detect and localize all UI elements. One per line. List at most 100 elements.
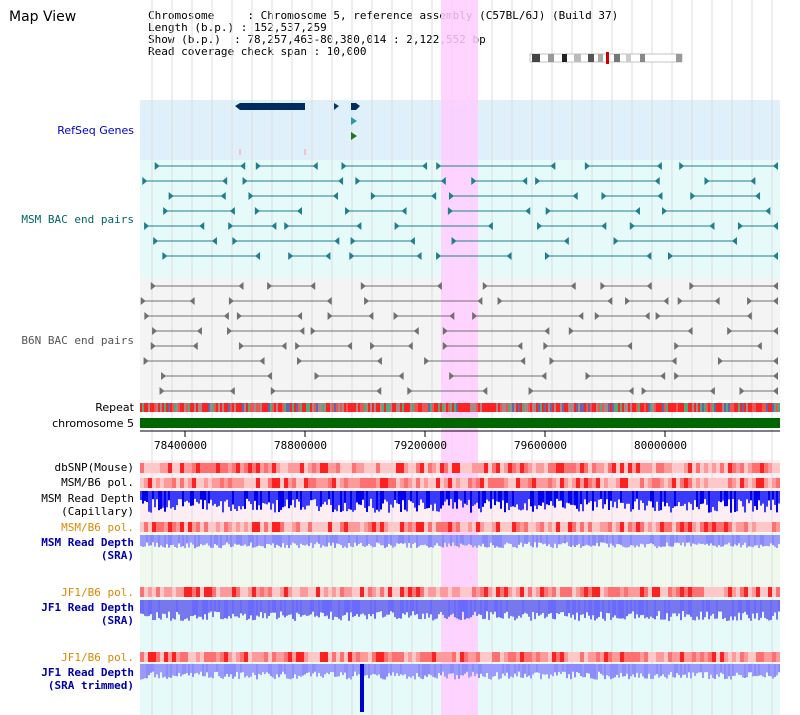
- repeat-segment: [646, 403, 648, 412]
- capillary-depth-bar: [202, 491, 204, 510]
- jf1-trim-depth-bar: [244, 664, 246, 678]
- capillary-depth-bar: [338, 491, 340, 506]
- jf1-trim-depth-bar: [458, 664, 460, 679]
- jf1-trim-depth-bar: [772, 664, 774, 679]
- refseq-genes[interactable]: [235, 103, 360, 155]
- b6n-pair-end: [238, 282, 244, 290]
- msm-b6-pol-sra-heatmap[interactable]: [140, 522, 780, 532]
- repeat-segment: [166, 403, 168, 412]
- capillary-depth-bar: [410, 491, 412, 502]
- track-label-jf1-depth-sra[interactable]: JF1 Read Depth: [41, 601, 134, 614]
- msm-sra-depth-bar: [246, 535, 248, 547]
- repeat-track[interactable]: [140, 403, 780, 412]
- jf1-trim-depth-bar: [436, 664, 438, 679]
- jf1-b6-pol-heatmap[interactable]: [140, 587, 780, 597]
- track-label-jf1-b6-pol[interactable]: JF1/B6 pol.: [61, 586, 134, 599]
- msm-pair-end: [248, 192, 254, 200]
- msm-sra-depth-bar: [170, 535, 172, 546]
- jf1-trim-depth-bar: [508, 664, 510, 679]
- b6n-pair-end: [627, 342, 633, 350]
- jf1-pol-trim-cell: [424, 652, 428, 662]
- jf1-pol-cell: [752, 587, 756, 597]
- track-label-msm-bac[interactable]: MSM BAC end pairs: [21, 213, 134, 226]
- msm-pol-cell: [352, 478, 356, 488]
- jf1-pol-cell: [380, 587, 384, 597]
- msm-sra-depth-bar: [342, 535, 344, 548]
- dbsnp-cell: [204, 463, 208, 473]
- dbsnp-heatmap[interactable]: [140, 463, 780, 473]
- jf1-depth-trim-bars[interactable]: [140, 664, 780, 712]
- capillary-depth-bar: [294, 491, 296, 508]
- msm-pol-cell: [556, 478, 560, 488]
- msm-pol-sra-cell: [308, 522, 312, 532]
- track-label-msm-depth-sra[interactable]: MSM Read Depth: [41, 536, 134, 549]
- repeat-segment: [284, 403, 286, 412]
- msm-pol-cell: [152, 478, 156, 488]
- msm-sra-depth-bar: [226, 535, 228, 543]
- dbsnp-cell: [696, 463, 700, 473]
- jf1-b6-pol-trim-heatmap[interactable]: [140, 652, 780, 662]
- msm-pol-cell: [144, 478, 148, 488]
- jf1-sra-depth-bar: [160, 600, 162, 620]
- track-label-b6n-bac[interactable]: B6N BAC end pairs: [21, 334, 134, 347]
- jf1-depth-sra-bars[interactable]: [140, 600, 780, 621]
- msm-sra-depth-bar: [426, 535, 428, 547]
- dbsnp-cell: [524, 463, 528, 473]
- repeat-segment: [188, 403, 190, 412]
- msm-sra-depth-bar: [566, 535, 568, 543]
- track-label-dbsnp[interactable]: dbSNP(Mouse): [54, 461, 134, 474]
- jf1-trim-depth-bar: [356, 664, 358, 676]
- jf1-sra-depth-bar: [168, 600, 170, 612]
- msm-pair-end: [525, 207, 531, 215]
- jf1-sra-depth-bar: [242, 600, 244, 616]
- msm-sra-depth-bar: [186, 535, 188, 544]
- track-label-msm-depth-capillary[interactable]: MSM Read Depth: [41, 492, 134, 505]
- msm-pol-cell: [588, 478, 592, 488]
- track-label-jf1-depth-trim[interactable]: JF1 Read Depth: [41, 666, 134, 679]
- jf1-pol-trim-cell: [444, 652, 448, 662]
- dbsnp-cell: [232, 463, 236, 473]
- msm-depth-capillary-bars[interactable]: [140, 491, 780, 513]
- msm-pol-sra-cell: [576, 522, 580, 532]
- msm-pol-sra-cell: [752, 522, 756, 532]
- jf1-pol-cell: [500, 587, 504, 597]
- capillary-depth-bar: [216, 491, 218, 507]
- jf1-trim-depth-bar: [318, 664, 320, 674]
- jf1-trim-depth-bar: [544, 664, 546, 675]
- repeat-segment: [470, 403, 472, 412]
- b6n-pair-end: [689, 282, 695, 290]
- track-label-msm-b6-pol-sra[interactable]: MSM/B6 pol.: [61, 521, 134, 534]
- chromosome-bar[interactable]: [140, 418, 780, 428]
- jf1-trim-depth-bar: [718, 664, 720, 677]
- jf1-pol-cell: [568, 587, 572, 597]
- track-label-refseq[interactable]: RefSeq Genes: [57, 124, 134, 137]
- msm-b6-pol-heatmap[interactable]: [140, 478, 780, 488]
- track-label-msm-b6-pol[interactable]: MSM/B6 pol.: [61, 476, 134, 489]
- dbsnp-cell: [212, 463, 216, 473]
- repeat-segment: [280, 403, 282, 412]
- b6n-pair-end: [227, 327, 233, 335]
- track-label-jf1-b6-pol-trim[interactable]: JF1/B6 pol.: [61, 651, 134, 664]
- jf1-pol-trim-cell: [644, 652, 648, 662]
- jf1-trim-depth-bar: [590, 664, 592, 679]
- jf1-pol-trim-cell: [204, 652, 208, 662]
- jf1-sra-depth-bar: [208, 600, 210, 613]
- jf1-trim-depth-bar: [288, 664, 290, 679]
- jf1-trim-depth-bar: [726, 664, 728, 679]
- msm-pol-cell: [564, 478, 568, 488]
- capillary-depth-bar: [334, 491, 336, 510]
- dbsnp-cell: [376, 463, 380, 473]
- jf1-trim-depth-bar: [378, 664, 380, 675]
- msm-bac-pairs[interactable]: [142, 162, 778, 260]
- msm-sra-depth-bar: [704, 535, 706, 545]
- capillary-depth-bar: [170, 491, 172, 509]
- b6n-pair-end: [376, 387, 382, 395]
- b6n-bac-pairs[interactable]: [140, 282, 778, 395]
- jf1-trim-depth-bar: [312, 664, 314, 674]
- msm-depth-sra-bars[interactable]: [140, 535, 780, 549]
- jf1-trim-depth-bar: [688, 664, 690, 673]
- chromosome-ideogram[interactable]: [529, 52, 683, 64]
- dbsnp-cell: [452, 463, 456, 473]
- msm-sra-depth-bar: [320, 535, 322, 548]
